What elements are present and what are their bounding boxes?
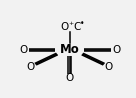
Text: O: O	[66, 73, 74, 83]
Text: O: O	[112, 45, 120, 55]
Text: Mo: Mo	[60, 43, 80, 56]
Text: +: +	[68, 21, 73, 26]
Text: O: O	[61, 22, 69, 32]
Text: •: •	[80, 19, 85, 28]
Text: O: O	[19, 45, 27, 55]
Text: C: C	[73, 22, 81, 32]
Text: O: O	[27, 62, 35, 72]
Text: O: O	[105, 62, 113, 72]
